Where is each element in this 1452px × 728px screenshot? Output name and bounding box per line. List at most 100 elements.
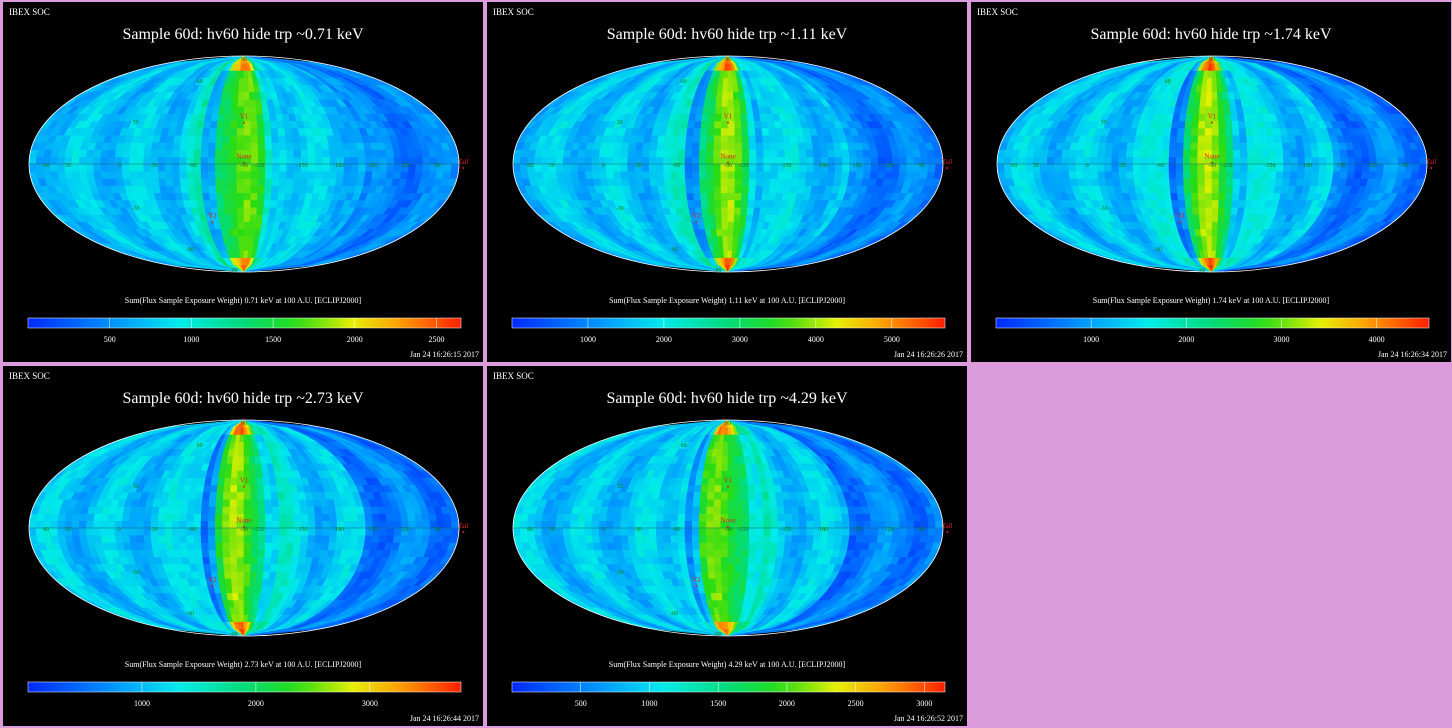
heatmap-cell	[747, 127, 756, 136]
heatmap-cell	[899, 163, 908, 172]
heatmap-cell	[1268, 149, 1277, 158]
heatmap-cell	[685, 178, 694, 186]
heatmap-cell	[256, 199, 265, 208]
colorbar-tick-label: 2500	[428, 335, 444, 344]
heatmap-cell	[229, 163, 238, 172]
heatmap-cell	[158, 178, 168, 186]
heatmap-cell	[257, 178, 266, 186]
heatmap-cell	[207, 170, 216, 179]
heatmap-cell	[1275, 149, 1284, 158]
heatmap-cell	[699, 149, 708, 158]
heatmap-cell	[107, 149, 117, 158]
heatmap-cell	[720, 134, 729, 143]
heatmap-cell	[193, 142, 203, 150]
heatmap-cell	[634, 149, 644, 158]
heatmap-cell	[222, 142, 231, 150]
heatmap-cell	[756, 163, 765, 172]
heatmap-cell	[677, 170, 686, 179]
heatmap-cell	[327, 178, 337, 186]
heatmap-cell	[1155, 134, 1164, 143]
heatmap-cell	[201, 134, 210, 143]
heatmap-cell	[1232, 170, 1241, 179]
heatmap-cell	[343, 163, 352, 172]
heatmap-cell	[628, 142, 638, 150]
heatmap-cell	[1211, 178, 1220, 186]
heatmap-cell	[740, 113, 749, 122]
heatmap-cell	[685, 134, 694, 143]
heatmap-cell	[748, 134, 757, 143]
heatmap-cell	[1206, 235, 1213, 244]
heatmap-cell	[1032, 170, 1042, 179]
heatmap-cell	[224, 106, 233, 114]
heatmap-cell	[1290, 163, 1299, 172]
heatmap-cell	[315, 163, 324, 172]
heatmap-cell	[114, 149, 124, 158]
colorbar-tick-label: 3000	[732, 335, 748, 344]
heatmap-cell	[1068, 149, 1078, 158]
heatmap-cell	[876, 170, 886, 179]
heatmap-cell	[721, 206, 729, 215]
heatmap-cell	[217, 206, 226, 215]
heatmap-cell	[1225, 178, 1234, 186]
heatmap-cell	[1260, 134, 1269, 143]
heatmap-cell	[29, 156, 37, 165]
heatmap-cell	[762, 142, 771, 150]
heatmap-cell	[222, 127, 231, 136]
heatmap-cell	[747, 120, 756, 129]
heatmap-cell	[350, 149, 359, 158]
heatmap-cell	[350, 156, 360, 165]
heatmap-cell	[707, 206, 716, 215]
heatmap-cell	[727, 170, 736, 179]
heatmap-cell	[876, 149, 886, 158]
heatmap-cell	[249, 106, 258, 114]
heatmap-cell	[201, 142, 210, 150]
heatmap-cell	[215, 142, 224, 150]
heatmap-cell	[664, 185, 674, 194]
sky-marker-dot	[243, 121, 245, 124]
heatmap-cell	[709, 98, 717, 107]
heatmap-cell	[264, 185, 273, 194]
heatmap-cell	[713, 178, 722, 186]
heatmap-cell	[230, 106, 239, 114]
heatmap-cell	[308, 156, 317, 165]
heatmap-cell	[770, 170, 779, 179]
heatmap-cell	[179, 163, 188, 172]
heatmap-cell	[663, 178, 673, 186]
heatmap-cell	[237, 228, 245, 237]
heatmap-cell	[1260, 185, 1269, 194]
heatmap-cell	[634, 170, 644, 179]
heatmap-cell	[720, 185, 729, 194]
heatmap-cell	[79, 149, 89, 158]
heatmap-cell	[194, 185, 203, 194]
heatmap-cell	[107, 170, 117, 179]
heatmap-cell	[371, 170, 381, 179]
heatmap-cell	[179, 149, 188, 158]
heatmap-cell	[50, 163, 59, 172]
heatmap-cell	[200, 156, 209, 165]
heatmap-cell	[1288, 142, 1298, 150]
heatmap-cell	[727, 127, 736, 136]
heatmap-cell	[784, 170, 793, 179]
heatmap-cell	[721, 221, 729, 230]
heatmap-cell	[702, 214, 711, 222]
heatmap-cell	[606, 149, 615, 158]
heatmap-cell	[209, 120, 219, 129]
heatmap-cell	[186, 149, 195, 158]
heatmap-cell	[286, 156, 295, 165]
heatmap-cell	[834, 163, 844, 172]
heatmap-cell	[200, 149, 209, 158]
heatmap-cell	[1253, 185, 1262, 194]
heatmap-cell	[1217, 214, 1226, 222]
heatmap-cell	[927, 156, 937, 165]
heatmap-cell	[1161, 178, 1171, 186]
heatmap-cell	[224, 214, 233, 222]
heatmap-cell	[663, 142, 673, 150]
heatmap-cell	[1225, 192, 1234, 201]
heatmap-cell	[136, 170, 145, 179]
heatmap-cell	[656, 170, 665, 179]
heatmap-cell	[1247, 170, 1256, 179]
heatmap-cell	[250, 185, 259, 194]
heatmap-cell	[1090, 170, 1099, 179]
heatmap-cell	[734, 134, 743, 143]
